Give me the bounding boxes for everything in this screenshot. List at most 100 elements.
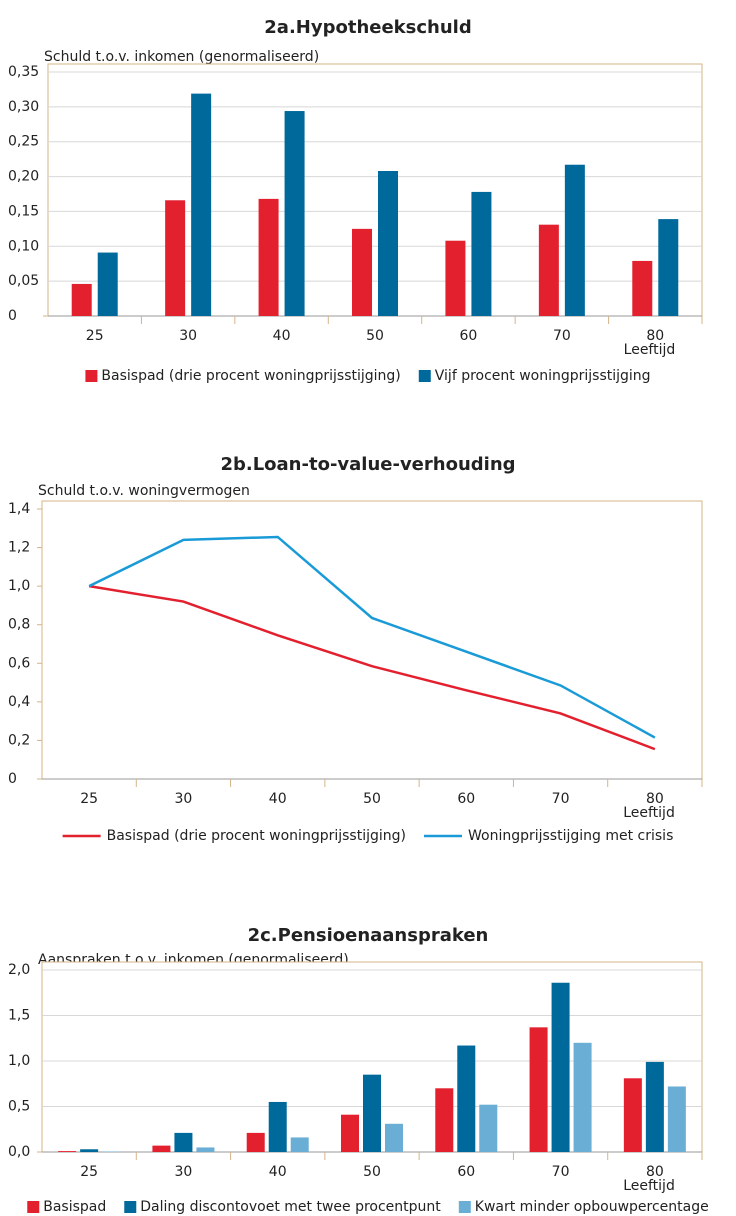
bar [623, 1078, 642, 1152]
y-tick-label: 0,25 [8, 134, 39, 150]
bar [378, 170, 398, 316]
legend-swatch [418, 370, 431, 382]
bar [58, 1151, 77, 1152]
y-tick-label: 0,2 [8, 732, 30, 748]
bar [284, 111, 305, 316]
legend-label: Daling discontovoet met twee procentpunt [140, 1199, 441, 1215]
y-tick-label: 0,5 [8, 1099, 30, 1115]
x-tick-label: 80 [646, 791, 664, 807]
chart-title: 2b.Loan-to-value-verhouding [220, 454, 515, 475]
bar [191, 93, 212, 317]
bar [174, 1132, 193, 1152]
x-tick-label: 80 [646, 1164, 664, 1180]
bar [529, 1027, 548, 1152]
x-tick-label: 40 [273, 328, 291, 344]
bar [80, 1149, 99, 1152]
y-tick-label: 0,10 [8, 238, 39, 254]
x-tick-label: 50 [366, 328, 384, 344]
x-axis-label: Leeftijd [623, 805, 675, 821]
chart-title: 2a.Hypotheekschuld [264, 17, 471, 38]
y-tick-label: 0,35 [8, 64, 39, 80]
y-tick-label: 0,6 [8, 655, 30, 671]
x-tick-label: 60 [457, 1164, 475, 1180]
bar [152, 1145, 171, 1152]
x-tick-label: 40 [269, 1164, 287, 1180]
bar [667, 1086, 686, 1152]
y-tick-label: 0 [8, 771, 17, 787]
x-axis-label: Leeftijd [624, 342, 676, 358]
bar [435, 1088, 454, 1152]
x-tick-label: 25 [80, 791, 98, 807]
legend-label: Vijf procent woningprijsstijging [435, 368, 651, 384]
x-tick-label: 30 [175, 1164, 193, 1180]
y-tick-label: 1,4 [8, 501, 30, 517]
x-tick-label: 30 [175, 791, 193, 807]
bar [352, 228, 372, 316]
bar [196, 1147, 215, 1152]
chart-title: 2c.Pensioenaanspraken [248, 925, 489, 946]
x-tick-label: 60 [460, 328, 478, 344]
y-axis-label: Schuld t.o.v. inkomen (genormaliseerd) [44, 49, 319, 65]
x-tick-label: 70 [552, 791, 570, 807]
bar [551, 982, 570, 1152]
bar [564, 164, 585, 316]
legend-swatch [85, 370, 98, 382]
bar [573, 1042, 592, 1152]
y-tick-label: 1,5 [8, 1008, 30, 1024]
bar [632, 260, 653, 316]
x-tick-label: 40 [269, 791, 287, 807]
y-tick-label: 0,4 [8, 694, 30, 710]
x-tick-label: 70 [552, 1164, 570, 1180]
x-tick-label: 80 [646, 328, 664, 344]
x-axis-label: Leeftijd [623, 1178, 675, 1194]
legend-label: Kwart minder opbouwpercentage [475, 1199, 709, 1215]
plot-area [47, 63, 703, 317]
legend-swatch [124, 1201, 137, 1213]
legend-swatch [458, 1201, 471, 1213]
x-tick-label: 25 [80, 1164, 98, 1180]
y-tick-label: 0,15 [8, 203, 39, 219]
line [88, 535, 656, 739]
bar [363, 1074, 381, 1152]
legend-swatch [27, 1201, 40, 1213]
y-tick-label: 2,0 [8, 962, 30, 978]
x-tick-label: 50 [363, 1164, 381, 1180]
legend-label: Basispad (drie procent woningprijsstijgi… [101, 368, 400, 384]
x-tick-label: 50 [363, 791, 381, 807]
y-tick-label: 0,05 [8, 273, 39, 289]
bar [645, 1061, 664, 1152]
x-tick-label: 30 [179, 328, 197, 344]
bar [246, 1132, 265, 1152]
bar [445, 240, 466, 316]
y-tick-label: 0,30 [8, 99, 39, 115]
bar [658, 219, 679, 316]
x-tick-label: 60 [457, 791, 475, 807]
plot-area [41, 500, 703, 780]
legend-label: Woningprijsstijging met crisis [468, 828, 673, 844]
legend-label: Basispad (drie procent woningprijsstijgi… [107, 828, 406, 844]
bar [457, 1045, 476, 1152]
y-tick-label: 0,20 [8, 169, 39, 185]
x-tick-label: 70 [553, 328, 571, 344]
y-tick-label: 1,0 [8, 1053, 30, 1069]
y-tick-label: 0,0 [8, 1144, 30, 1160]
y-tick-label: 0 [8, 308, 17, 324]
x-tick-label: 25 [86, 328, 104, 344]
bar [341, 1114, 359, 1152]
bar [479, 1104, 498, 1152]
y-tick-label: 0,8 [8, 617, 30, 633]
legend-label: Basispad [43, 1199, 106, 1215]
bar [268, 1101, 287, 1152]
y-tick-label: 1,0 [8, 578, 30, 594]
bar [385, 1123, 403, 1152]
y-tick-label: 1,2 [8, 540, 30, 556]
line [88, 584, 656, 751]
bar [97, 252, 118, 316]
bar [71, 283, 92, 316]
bar [471, 191, 492, 316]
bar [165, 200, 186, 316]
bar [258, 198, 279, 316]
bar [290, 1137, 309, 1152]
y-axis-label: Schuld t.o.v. woningvermogen [38, 483, 250, 499]
